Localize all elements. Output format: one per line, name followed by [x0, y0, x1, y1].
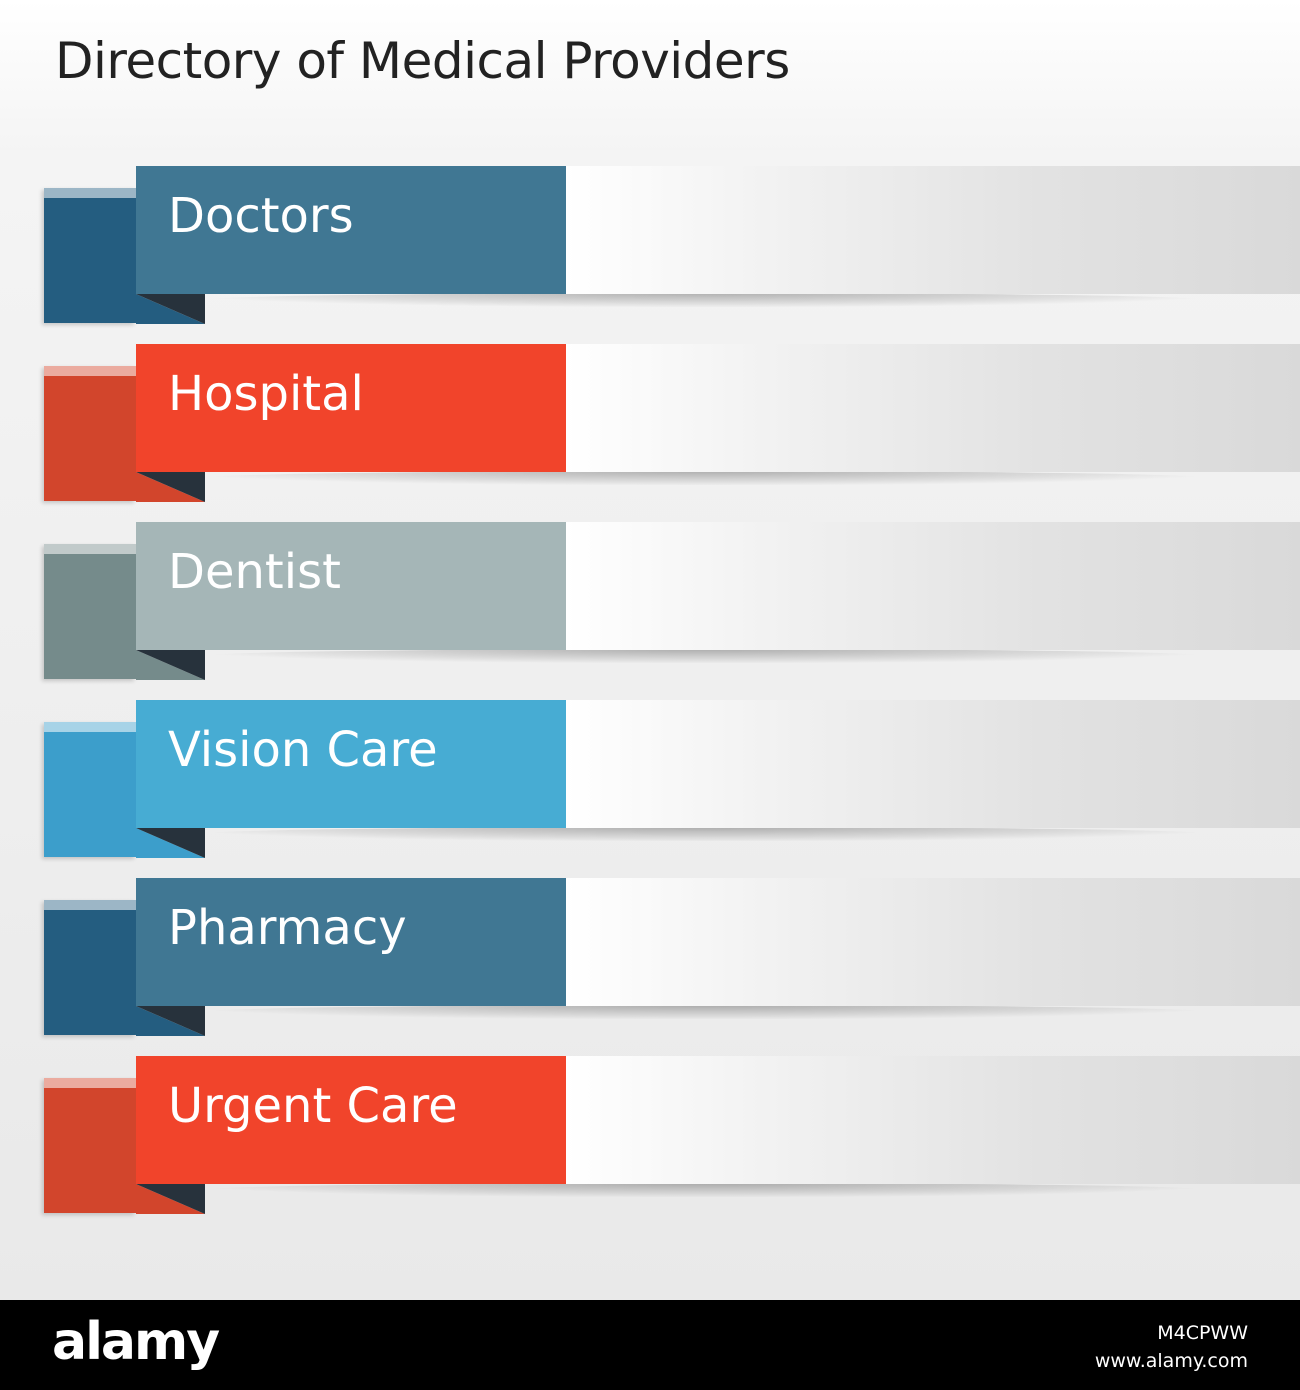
- tab-label-pharmacy[interactable]: Pharmacy: [168, 900, 407, 956]
- entry-track[interactable]: [565, 878, 1300, 1006]
- row-shadow: [200, 471, 1210, 485]
- row-shadow: [200, 293, 1210, 307]
- entry-track[interactable]: [565, 344, 1300, 472]
- tab-label-dentist[interactable]: Dentist: [168, 544, 341, 600]
- brand-logo: alamy: [52, 1312, 220, 1372]
- row-shadow: [200, 1005, 1210, 1019]
- tab-front-panel[interactable]: [136, 700, 566, 828]
- image-id: M4CPWW: [1157, 1322, 1248, 1344]
- entry-track[interactable]: [565, 522, 1300, 650]
- tab-front-panel[interactable]: [136, 878, 566, 1006]
- directory-row-doctors: Doctors: [0, 166, 1300, 346]
- entry-track[interactable]: [565, 166, 1300, 294]
- row-shadow: [200, 1183, 1210, 1197]
- entry-track[interactable]: [565, 700, 1300, 828]
- tab-back-strip: [44, 900, 136, 1035]
- tab-label-vision-care[interactable]: Vision Care: [168, 722, 438, 778]
- tab-front-panel[interactable]: [136, 1056, 566, 1184]
- page-title: Directory of Medical Providers: [55, 32, 790, 90]
- directory-row-pharmacy: Pharmacy: [0, 878, 1300, 1058]
- directory-canvas: Directory of Medical Providers Doctors H…: [0, 0, 1300, 1300]
- directory-row-urgent-care: Urgent Care: [0, 1056, 1300, 1236]
- directory-row-dentist: Dentist: [0, 522, 1300, 702]
- row-shadow: [200, 649, 1210, 663]
- tab-back-strip: [44, 722, 136, 857]
- directory-row-vision-care: Vision Care: [0, 700, 1300, 880]
- directory-row-hospital: Hospital: [0, 344, 1300, 524]
- tab-back-strip: [44, 366, 136, 501]
- tab-front-panel[interactable]: [136, 166, 566, 294]
- tab-label-urgent-care[interactable]: Urgent Care: [168, 1078, 458, 1134]
- tab-back-strip: [44, 544, 136, 679]
- tab-front-panel[interactable]: [136, 344, 566, 472]
- tab-back-strip: [44, 188, 136, 323]
- row-shadow: [200, 827, 1210, 841]
- source-url: www.alamy.com: [1094, 1350, 1248, 1372]
- tab-front-panel[interactable]: [136, 522, 566, 650]
- tab-label-hospital[interactable]: Hospital: [168, 366, 364, 422]
- tab-label-doctors[interactable]: Doctors: [168, 188, 354, 244]
- entry-track[interactable]: [565, 1056, 1300, 1184]
- tab-back-strip: [44, 1078, 136, 1213]
- stock-footer-bar: alamy M4CPWW www.alamy.com: [0, 1300, 1300, 1390]
